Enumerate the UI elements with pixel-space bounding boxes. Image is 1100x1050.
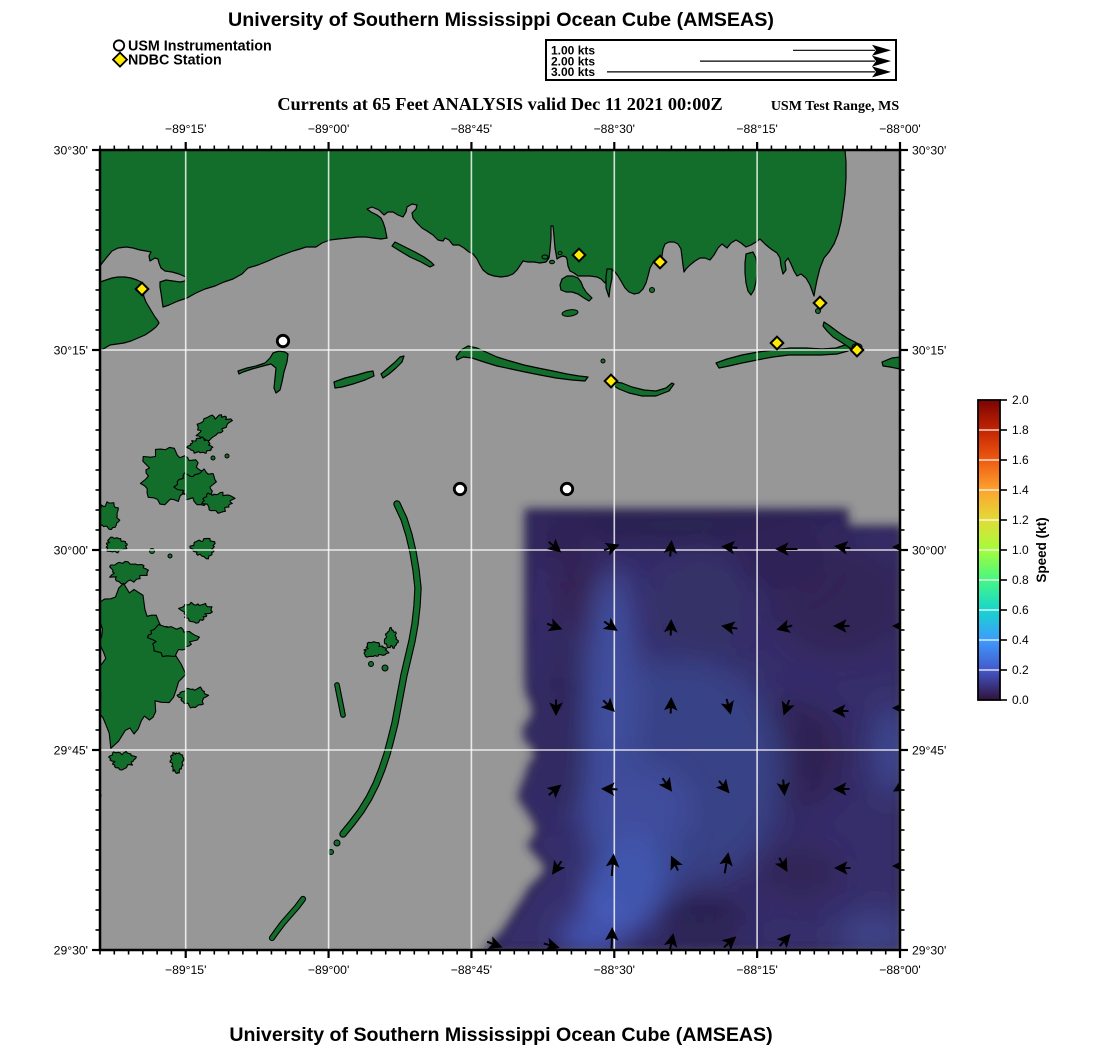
svg-text:0.6: 0.6 — [1012, 603, 1029, 617]
svg-text:University of Southern Mississ: University of Southern Mississippi Ocean… — [229, 1024, 772, 1046]
svg-text:−88°15': −88°15' — [736, 122, 777, 136]
svg-text:29°45': 29°45' — [54, 744, 88, 758]
svg-text:1.8: 1.8 — [1012, 423, 1029, 437]
svg-text:1.6: 1.6 — [1012, 453, 1029, 467]
svg-text:29°30': 29°30' — [54, 944, 88, 958]
svg-text:−88°00': −88°00' — [879, 122, 920, 136]
svg-text:1.0: 1.0 — [1012, 543, 1029, 557]
svg-text:0.2: 0.2 — [1012, 663, 1029, 677]
svg-text:1.4: 1.4 — [1012, 483, 1029, 497]
svg-text:30°15': 30°15' — [54, 344, 88, 358]
svg-text:30°00': 30°00' — [912, 544, 946, 558]
svg-text:Currents at 65 Feet ANALYSIS v: Currents at 65 Feet ANALYSIS valid Dec 1… — [277, 94, 722, 114]
svg-text:USM Test Range, MS: USM Test Range, MS — [771, 99, 900, 114]
svg-text:0.8: 0.8 — [1012, 573, 1029, 587]
svg-text:30°30': 30°30' — [912, 144, 946, 158]
svg-text:29°45': 29°45' — [912, 744, 946, 758]
svg-text:−89°00': −89°00' — [308, 963, 349, 977]
svg-text:3.00 kts: 3.00 kts — [551, 65, 595, 79]
svg-text:2.00 kts: 2.00 kts — [551, 54, 595, 68]
svg-text:−88°15': −88°15' — [736, 963, 777, 977]
svg-text:USM Instrumentation: USM Instrumentation — [128, 39, 272, 55]
svg-text:30°00': 30°00' — [54, 544, 88, 558]
svg-text:1.00 kts: 1.00 kts — [551, 44, 595, 58]
svg-text:−89°15': −89°15' — [165, 963, 206, 977]
svg-text:1.2: 1.2 — [1012, 513, 1029, 527]
svg-text:Speed (kt): Speed (kt) — [1034, 517, 1049, 582]
svg-text:30°30': 30°30' — [54, 144, 88, 158]
svg-text:0.4: 0.4 — [1012, 633, 1029, 647]
svg-text:−88°00': −88°00' — [879, 963, 920, 977]
svg-text:NDBC Station: NDBC Station — [128, 53, 222, 69]
svg-text:−88°45': −88°45' — [451, 963, 492, 977]
svg-text:−89°15': −89°15' — [165, 122, 206, 136]
svg-text:30°15': 30°15' — [912, 344, 946, 358]
svg-text:−88°30': −88°30' — [594, 122, 635, 136]
svg-text:2.0: 2.0 — [1012, 393, 1029, 407]
svg-text:−89°00': −89°00' — [308, 122, 349, 136]
svg-text:29°30': 29°30' — [912, 944, 946, 958]
svg-text:0.0: 0.0 — [1012, 693, 1029, 707]
svg-text:University of Southern Mississ: University of Southern Mississippi Ocean… — [228, 9, 774, 31]
svg-text:−88°45': −88°45' — [451, 122, 492, 136]
svg-text:−88°30': −88°30' — [594, 963, 635, 977]
